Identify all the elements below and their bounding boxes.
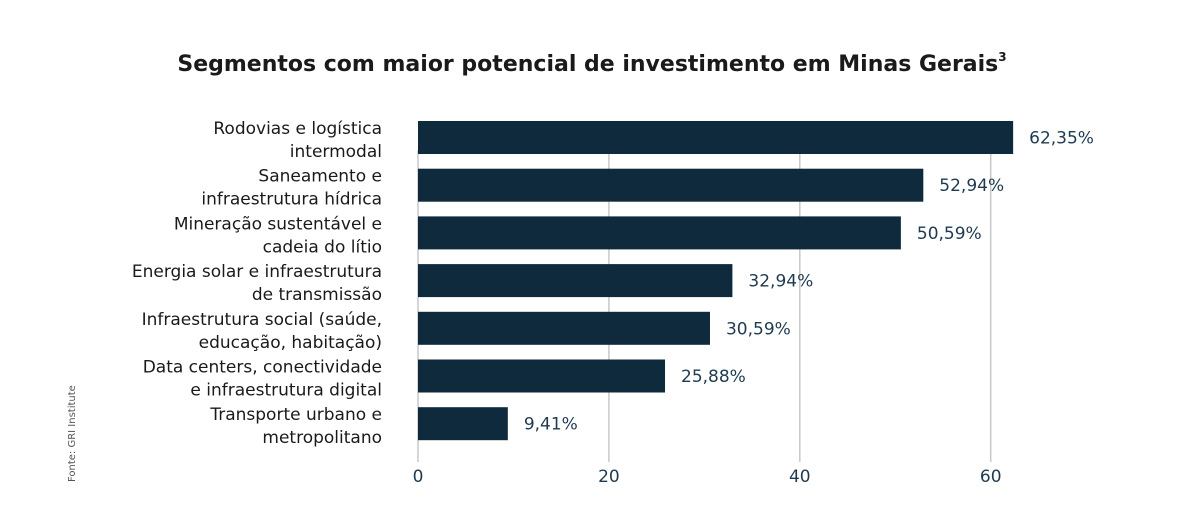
bars (418, 121, 1014, 441)
category-label-line: Infraestrutura social (saúde, (142, 310, 382, 330)
value-label-6: 9,41% (524, 415, 578, 435)
x-tick-label-60: 60 (980, 467, 1002, 487)
category-label-line: Data centers, conectividade (143, 358, 382, 378)
value-label-4: 30,59% (726, 319, 791, 339)
x-axis-ticks: 0 20 40 60 (413, 467, 1002, 487)
category-label-line: de transmissão (252, 285, 382, 305)
category-label-0: Rodovias e logística intermodal (213, 119, 382, 162)
x-tick-label-20: 20 (598, 467, 620, 487)
value-label-2: 50,59% (917, 224, 982, 244)
category-label-line: educação, habitação) (199, 333, 382, 353)
bar-6 (418, 407, 508, 441)
category-label-line: Saneamento e (258, 167, 382, 187)
category-label-2: Mineração sustentável e cadeia do lítio (174, 214, 382, 257)
chart-title-text: Segmentos com maior potencial de investi… (177, 52, 998, 77)
bar-5 (418, 359, 666, 393)
category-label-line: metropolitano (262, 428, 382, 448)
source-note: Fonte: GRI Institute (67, 385, 78, 482)
bar-4 (418, 311, 710, 345)
category-label-1: Saneamento e infraestrutura hídrica (201, 167, 382, 210)
category-label-line: Transporte urbano e (209, 405, 382, 425)
category-label-line: intermodal (290, 142, 382, 162)
category-label-3: Energia solar e infraestrutura de transmi… (132, 262, 382, 305)
category-labels: Rodovias e logística intermodal Saneamento… (132, 119, 382, 448)
chart-title: Segmentos com maior potencial de investi… (177, 50, 1006, 77)
category-label-line: infraestrutura hídrica (201, 190, 382, 210)
category-label-line: Mineração sustentável e (174, 214, 382, 234)
category-label-6: Transporte urbano e metropolitano (209, 405, 382, 448)
chart-title-superscript: 3 (998, 50, 1006, 64)
category-label-4: Infraestrutura social (saúde, educação, h… (142, 310, 382, 353)
value-label-1: 52,94% (939, 176, 1004, 196)
bar-2 (418, 216, 901, 250)
category-label-5: Data centers, conectividade e infraestrut… (143, 358, 382, 401)
x-tick-label-0: 0 (413, 467, 424, 487)
bar-0 (418, 121, 1014, 154)
value-label-0: 62,35% (1029, 129, 1094, 149)
x-tick-label-40: 40 (789, 467, 811, 487)
value-label-3: 32,94% (748, 272, 813, 292)
value-label-5: 25,88% (681, 367, 746, 387)
category-label-line: Rodovias e logística (213, 119, 382, 139)
bar-3 (418, 264, 733, 298)
category-label-line: cadeia do lítio (263, 237, 382, 257)
category-label-line: Energia solar e infraestrutura (132, 262, 382, 282)
value-labels: 62,35% 52,94% 50,59% 32,94% 30,59% 25,88% 9,41… (524, 129, 1094, 435)
category-label-line: e infraestrutura digital (190, 381, 382, 401)
bar-1 (418, 168, 924, 202)
